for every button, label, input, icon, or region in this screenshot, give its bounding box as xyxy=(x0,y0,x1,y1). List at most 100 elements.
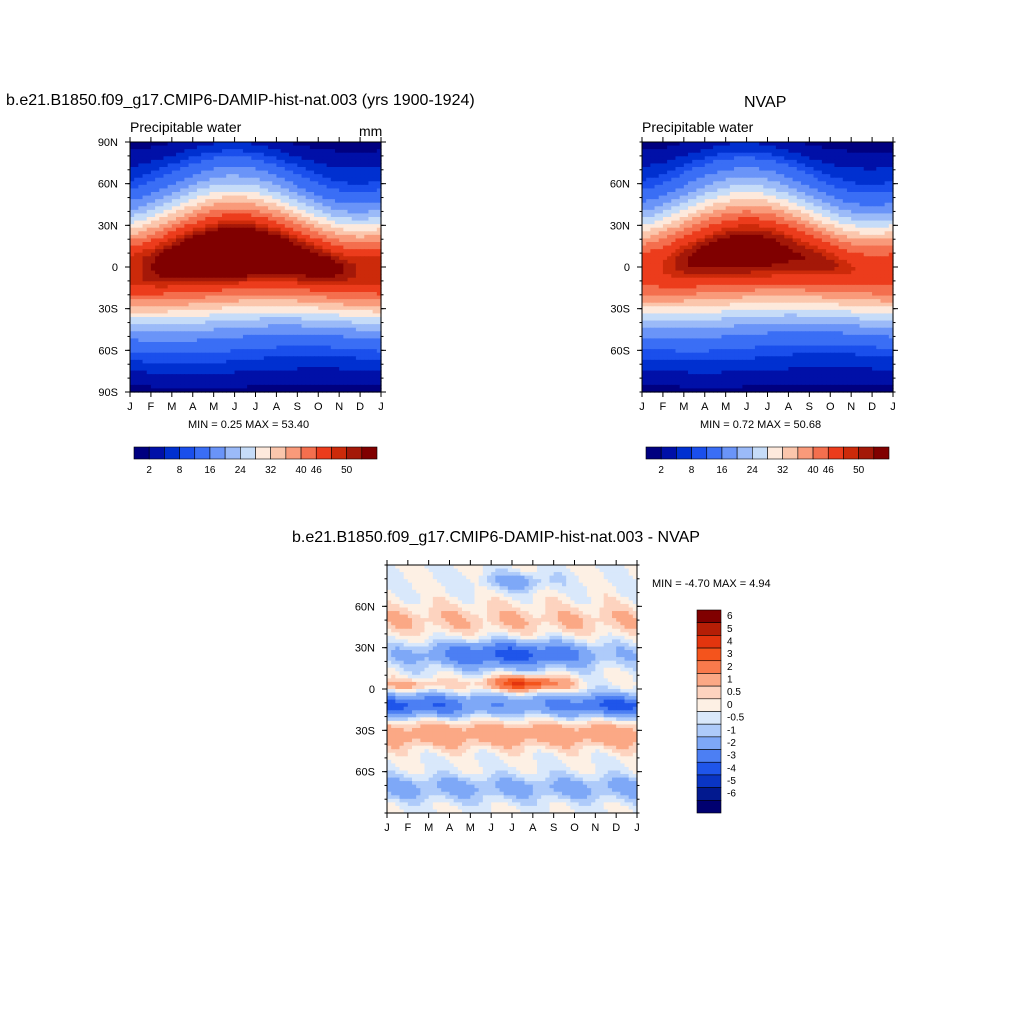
chart-1-cell xyxy=(176,177,181,182)
chart-1-cell xyxy=(130,184,135,190)
chart-1-cell xyxy=(360,267,365,272)
chart-1-cell xyxy=(134,231,139,236)
chart-1-cell xyxy=(284,388,290,393)
chart-1-cell xyxy=(272,167,278,172)
chart-1-cell xyxy=(251,181,257,186)
chart-1-cell xyxy=(155,384,160,390)
chart-1-cell xyxy=(268,199,273,204)
chart-2-cell xyxy=(767,156,773,161)
chart-1-cell xyxy=(188,295,194,300)
chart-1-cell xyxy=(234,363,240,368)
chart-1-cell xyxy=(309,227,315,232)
chart-2-cell xyxy=(800,163,806,168)
chart-1-cell xyxy=(150,331,156,336)
chart-1-cell xyxy=(284,284,290,290)
chart-1-cell xyxy=(284,370,290,375)
chart-1-cell xyxy=(155,302,160,307)
chart-1-cell xyxy=(314,306,319,311)
chart-1-cell xyxy=(180,306,185,311)
chart-1-cell xyxy=(297,367,303,372)
chart-1-cell xyxy=(146,159,152,165)
chart-1-cell xyxy=(276,277,282,282)
chart-1-cell xyxy=(293,270,298,275)
chart-1-cell xyxy=(184,317,190,322)
chart-1-cell xyxy=(155,167,160,172)
chart-1-cell xyxy=(184,313,190,318)
chart-2-cell xyxy=(788,142,794,147)
chart-1-cell xyxy=(376,277,382,282)
chart-1-cell xyxy=(242,320,248,325)
chart-1-cell xyxy=(171,163,177,168)
chart-1-cell xyxy=(272,288,278,293)
chart-1-cell xyxy=(171,377,177,382)
chart-2-cell xyxy=(788,177,794,182)
chart-1-cell xyxy=(159,270,165,275)
chart-1-cell xyxy=(209,217,215,222)
chart-1-cell xyxy=(309,224,315,229)
chart-1-cell xyxy=(222,277,227,282)
chart-1-cell xyxy=(159,367,165,372)
chart-2-cell xyxy=(725,149,731,154)
chart-1-cell xyxy=(188,345,194,350)
chart-1-cell xyxy=(334,263,340,268)
chart-2-cell xyxy=(863,159,869,165)
chart-1-cell xyxy=(150,313,156,318)
chart-2-cell xyxy=(855,167,861,172)
chart-1-cell xyxy=(205,188,211,193)
chart-1-cell xyxy=(238,184,244,190)
chart-1-colorbar-label: 16 xyxy=(204,465,216,476)
chart-1-cell xyxy=(171,192,177,197)
chart-1-cell xyxy=(142,320,148,325)
chart-1-cell xyxy=(355,170,361,175)
chart-1-cell xyxy=(334,213,340,218)
chart-1-cell xyxy=(372,213,378,218)
chart-1-cell xyxy=(330,324,336,329)
chart-1-cell xyxy=(347,170,353,175)
chart-2-cell xyxy=(725,170,731,175)
chart-1-cell xyxy=(201,284,206,290)
chart-1-cell xyxy=(163,384,169,390)
chart-1-cell xyxy=(230,388,236,393)
chart-1-cell xyxy=(209,367,215,372)
chart-1-cell xyxy=(272,306,278,311)
chart-2-cell xyxy=(700,145,706,150)
chart-2-cell xyxy=(679,163,685,168)
chart-1-cell xyxy=(217,324,223,329)
chart-1-cell xyxy=(339,174,344,179)
chart-1-xtick-label: O xyxy=(314,401,323,413)
chart-1-cell xyxy=(217,152,223,157)
chart-1-cell xyxy=(196,306,202,311)
chart-1-cell xyxy=(184,338,190,343)
chart-1-cell xyxy=(276,324,282,329)
chart-1-cell xyxy=(318,352,324,357)
chart-1-cell xyxy=(167,349,173,354)
chart-1-cell xyxy=(318,331,324,336)
chart-2-cell xyxy=(725,142,731,147)
chart-1-cell xyxy=(318,195,324,200)
chart-2-cell xyxy=(725,156,731,161)
chart-1-cell xyxy=(180,192,185,197)
chart-1-cell xyxy=(259,334,265,340)
chart-1-cell xyxy=(293,142,298,147)
chart-2-cell xyxy=(767,167,773,172)
chart-1-cell xyxy=(297,363,303,368)
chart-2-cell xyxy=(855,152,861,157)
chart-1-cell xyxy=(309,352,315,357)
chart-1-cell xyxy=(188,377,194,382)
chart-1-cell xyxy=(167,224,173,229)
chart-1-cell xyxy=(322,367,328,372)
chart-1-cell xyxy=(334,252,340,257)
chart-1-cell xyxy=(364,345,370,350)
chart-1-cell xyxy=(180,209,185,215)
chart-1-cell xyxy=(192,206,198,211)
chart-1-cell xyxy=(238,313,244,318)
chart-1-cell xyxy=(213,377,219,382)
chart-1-cell xyxy=(372,377,378,382)
chart-2-cell xyxy=(738,152,743,157)
chart-1-cell xyxy=(217,245,223,250)
chart-1-cell xyxy=(159,227,165,232)
chart-1-cell xyxy=(247,249,252,254)
chart-1-cell xyxy=(376,367,382,372)
chart-1-cell xyxy=(280,199,286,204)
chart-1-cell xyxy=(326,259,332,265)
